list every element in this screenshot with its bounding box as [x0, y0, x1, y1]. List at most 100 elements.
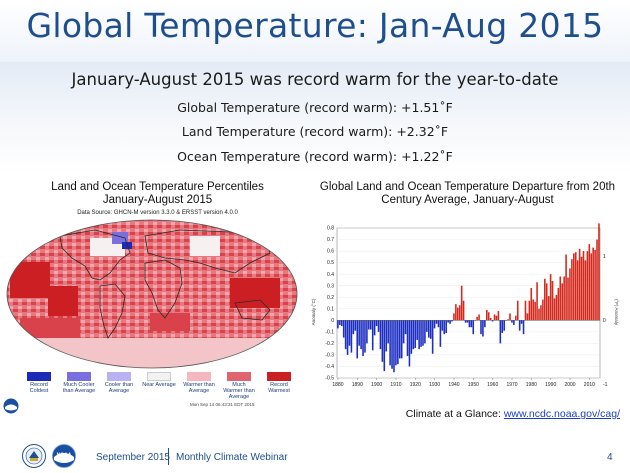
chart-bar — [511, 320, 513, 323]
department-of-commerce-seal-icon — [22, 444, 46, 468]
y-tick-label: 0.1 — [327, 306, 334, 312]
chart-bar — [416, 320, 418, 340]
chart-bar — [346, 320, 349, 355]
chart-bar — [356, 320, 359, 359]
y-tick-label: 0.2 — [327, 295, 334, 301]
chart-bar — [426, 320, 428, 332]
record-warm-east-pacific — [10, 262, 50, 298]
chart-bar — [362, 320, 364, 357]
legend-label: Much Cooler than Average — [62, 382, 96, 394]
africa-outline — [144, 259, 183, 319]
y-tick-label: -0.3 — [325, 353, 334, 359]
chart-bar — [524, 300, 527, 321]
chart-bar — [456, 307, 459, 321]
chart-bar — [352, 320, 355, 335]
chart-bar — [422, 320, 424, 346]
chart-bar — [513, 320, 515, 325]
stat-ocean-temperature: Ocean Temperature (record warm): +1.22˚F — [177, 149, 453, 164]
chart-bar — [503, 320, 505, 331]
page-number: 4 — [607, 452, 613, 463]
record-warm-south-atlantic — [150, 313, 190, 331]
chart-bar — [538, 308, 540, 321]
chart-bar — [375, 320, 378, 327]
chart-bar — [522, 320, 525, 335]
chart-bar — [551, 281, 554, 321]
x-tick-label: 1910 — [390, 382, 401, 388]
x-tick-label: 2000 — [564, 382, 575, 388]
chart-bar — [547, 296, 550, 321]
chart-bar — [588, 244, 591, 321]
chart-bar — [486, 309, 488, 321]
chart-bar — [561, 283, 564, 321]
chart-bars — [337, 223, 600, 373]
map-title: Land and Ocean Temperature Percentiles J… — [10, 181, 305, 207]
chart-bar — [526, 313, 529, 321]
chart-bar — [439, 320, 442, 347]
chart-bar — [358, 320, 360, 346]
chart-bar — [344, 320, 347, 350]
title-bar — [0, 0, 630, 62]
chart-bar — [410, 320, 413, 354]
slide-title: Global Temperature: Jan-Aug 2015 — [26, 6, 604, 45]
y-tick-label: -0.2 — [325, 341, 334, 347]
x-tick-label: 1950 — [468, 382, 479, 388]
x-tick-label: 1890 — [352, 382, 363, 388]
record-warm-tropical-pacific — [48, 286, 78, 316]
footer-date: September 2015 — [96, 452, 170, 463]
legend-item: Much Cooler than Average — [62, 372, 96, 394]
chart-bar — [571, 259, 573, 321]
legend-item: Near Average — [142, 372, 176, 388]
much-cooler-north-atlantic — [112, 232, 128, 244]
noaa-mini-logo-icon — [3, 398, 19, 414]
chart-bar — [466, 320, 469, 323]
headline: January-August 2015 was record warm for … — [71, 70, 559, 89]
y-tick-label: -0.5 — [325, 376, 334, 382]
chart-bar — [406, 320, 409, 357]
chart-bar — [592, 247, 594, 321]
cag-link[interactable]: www.ncdc.noaa.gov/cag/ — [503, 408, 620, 420]
chart-bar — [559, 276, 562, 321]
x-tick-label: 1880 — [332, 382, 343, 388]
y-tick-label: 0.5 — [327, 260, 334, 266]
chart-bar — [528, 300, 531, 321]
chart-bar — [389, 320, 391, 366]
summary-band — [0, 62, 630, 176]
chart-bar — [350, 320, 353, 353]
chart-bar — [337, 320, 339, 329]
footer-webinar-title: Monthly Climate Webinar — [176, 452, 288, 463]
chart-bar — [544, 278, 546, 321]
chart-bar — [360, 320, 362, 350]
chart-bar — [495, 315, 498, 321]
legend-swatch — [67, 372, 91, 381]
chart-bar — [400, 320, 403, 359]
chart-bar — [369, 320, 372, 330]
noaa-logo-icon: NOAA — [52, 444, 76, 468]
chart-bar — [366, 320, 368, 344]
legend-swatch — [147, 372, 171, 381]
chart-bar — [569, 268, 571, 321]
chart-axes: -0.5 -0.4 -0.3 -0.2 -0.1 0 0.1 0.2 0.3 0.4 0.5 0.6 0… — [325, 226, 607, 388]
chart-bar — [354, 320, 357, 331]
y-tick-label: -0.1 — [325, 329, 334, 335]
x-tick-label: 1900 — [371, 382, 382, 388]
climate-at-a-glance-credit: Climate at a Glance: www.ncdc.noaa.gov/c… — [360, 408, 620, 420]
chart-bar — [594, 249, 596, 321]
chart-bar — [414, 320, 417, 348]
x-tick-label: 1940 — [448, 382, 459, 388]
percentile-world-map — [6, 219, 298, 369]
chart-bar — [453, 313, 455, 321]
chart-bar — [412, 320, 415, 350]
chart-bar — [435, 320, 438, 324]
chart-bar — [427, 320, 430, 338]
chart-bar — [598, 223, 600, 321]
x-tick-label: 2010 — [584, 382, 595, 388]
chart-bar — [447, 320, 449, 323]
legend-label: Much Warmer than Average — [223, 382, 255, 400]
legend-label: Record Coldest — [29, 382, 49, 394]
map-title-line2: January-August 2015 — [102, 194, 213, 206]
chart-bar — [368, 320, 370, 330]
chart-bar — [455, 304, 457, 321]
chart-bar — [342, 320, 345, 338]
legend-item: Cooler than Average — [102, 372, 136, 394]
stat-land-temperature: Land Temperature (record warm): +2.32˚F — [181, 124, 449, 139]
